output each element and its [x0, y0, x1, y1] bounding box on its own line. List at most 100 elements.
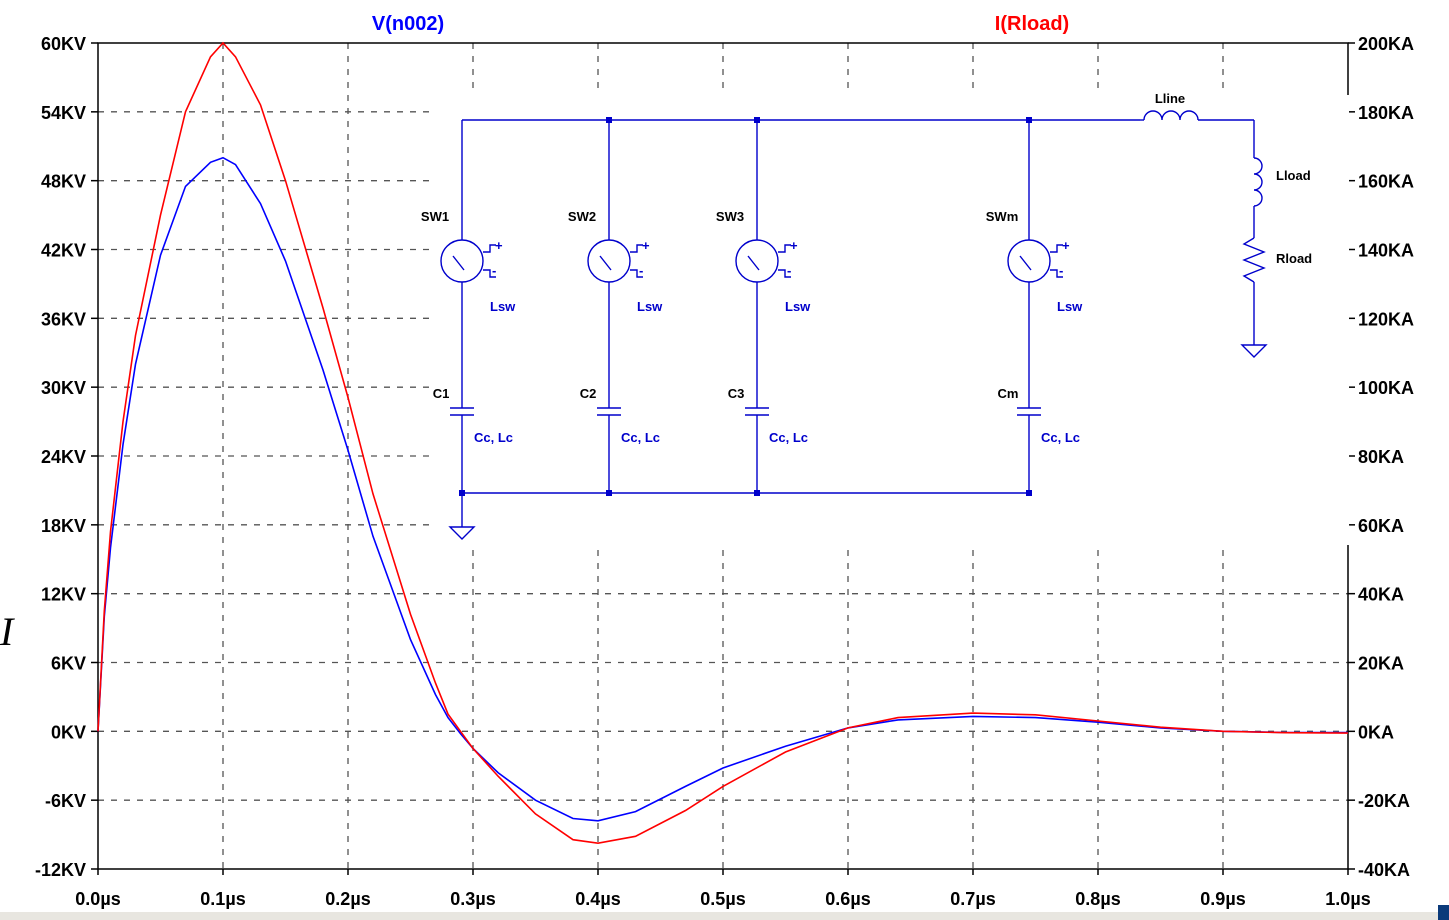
- x-tick-label: 0.6µs: [825, 889, 870, 909]
- switch-control-pins: [778, 244, 791, 278]
- switch-branch: + - SW3 Lsw C3 Cc, Lc: [716, 117, 811, 496]
- voltage-trace-line: [97, 156, 1348, 822]
- capacitor-label: C3: [728, 386, 745, 401]
- switch-inductance-label: Lsw: [637, 299, 663, 314]
- right-axis-labels: 200KA 180KA 160KA 140KA 120KA 100KA 80KA 60KA 40…: [1358, 34, 1414, 880]
- line-inductor-label: Lline: [1155, 91, 1185, 106]
- x-axis-labels: 0.0µs 0.1µs 0.2µs 0.3µs 0.4µs 0.5µs 0.6µs 0.7µs…: [75, 889, 1370, 909]
- capacitor-param-label: Cc, Lc: [1041, 430, 1080, 445]
- left-tick-label: 36KV: [41, 309, 86, 329]
- circuit-schematic: Lline Lload Rload + - SW1 Lsw C1 Cc, Lc + - SW2 L…: [421, 91, 1349, 545]
- x-tick-label: 1.0µs: [1325, 889, 1370, 909]
- right-tick-label: 100KA: [1358, 378, 1414, 398]
- left-tick-label: 54KV: [41, 103, 86, 123]
- x-tick-label: 0.0µs: [75, 889, 120, 909]
- x-tick-label: 0.8µs: [1075, 889, 1120, 909]
- right-tick-label: 180KA: [1358, 103, 1414, 123]
- x-tick-label: 0.7µs: [950, 889, 995, 909]
- x-tick-label: 0.1µs: [200, 889, 245, 909]
- junction-dot: [754, 490, 760, 496]
- switch-branch: + - SW1 Lsw C1 Cc, Lc: [421, 120, 516, 493]
- switch-plus-pin-label: +: [1062, 238, 1070, 253]
- right-tick-label: -20KA: [1358, 791, 1410, 811]
- left-tick-label: 6KV: [51, 654, 86, 674]
- right-tick-label: 140KA: [1358, 241, 1414, 261]
- capacitor-param-label: Cc, Lc: [474, 430, 513, 445]
- left-axis-labels: 60KV 54KV 48KV 42KV 36KV 30KV 24KV 18KV 12KV 6KV 0…: [35, 34, 86, 880]
- junction-dot: [1026, 117, 1032, 123]
- x-tick-label: 0.5µs: [700, 889, 745, 909]
- capacitor-param-label: Cc, Lc: [621, 430, 660, 445]
- current-trace-title[interactable]: I(Rload): [995, 13, 1069, 35]
- left-tick-label: 42KV: [41, 241, 86, 261]
- capacitor-label: C1: [433, 386, 450, 401]
- right-tick-label: 80KA: [1358, 447, 1404, 467]
- stray-glyph: I: [0, 609, 14, 654]
- x-tick-label: 0.4µs: [575, 889, 620, 909]
- tick-marks: [91, 42, 1355, 875]
- switch-minus-pin-label: -: [639, 263, 643, 278]
- x-tick-label: 0.9µs: [1200, 889, 1245, 909]
- switch-label: SW3: [716, 209, 744, 224]
- corner-marker: [1438, 905, 1449, 920]
- switch-contact: [452, 255, 465, 271]
- voltage-trace-title[interactable]: V(n002): [372, 13, 444, 35]
- switch-label: SW1: [421, 209, 449, 224]
- switch-inductance-label: Lsw: [785, 299, 811, 314]
- switch-label: SWm: [986, 209, 1019, 224]
- right-tick-label: 0KA: [1358, 722, 1394, 742]
- junction-dot: [459, 490, 465, 496]
- current-trace-line: [97, 41, 1349, 845]
- switch-plus-pin-label: +: [642, 238, 650, 253]
- junction-dot: [606, 490, 612, 496]
- left-tick-label: 60KV: [41, 34, 86, 54]
- switch-control-pins: [483, 244, 496, 278]
- switch-minus-pin-label: -: [787, 263, 791, 278]
- x-tick-label: 0.3µs: [450, 889, 495, 909]
- switch-minus-pin-label: -: [492, 263, 496, 278]
- switch-inductance-label: Lsw: [1057, 299, 1083, 314]
- right-tick-label: 60KA: [1358, 516, 1404, 536]
- switch-inductance-label: Lsw: [490, 299, 516, 314]
- load-inductor-symbol: [1253, 157, 1263, 207]
- switch-control-pins: [630, 244, 643, 278]
- bottom-status-strip: [0, 912, 1449, 920]
- left-tick-label: 12KV: [41, 585, 86, 605]
- capacitor-label: Cm: [998, 386, 1019, 401]
- left-tick-label: 48KV: [41, 172, 86, 192]
- load-inductor-label: Lload: [1276, 168, 1311, 183]
- switch-contact: [599, 255, 612, 271]
- load-resistor-symbol: [1242, 237, 1266, 283]
- left-tick-label: 18KV: [41, 516, 86, 536]
- right-tick-label: 120KA: [1358, 309, 1414, 329]
- ground-icon: [1240, 344, 1268, 358]
- load-resistor-label: Rload: [1276, 251, 1312, 266]
- switch-minus-pin-label: -: [1059, 263, 1063, 278]
- capacitor-label: C2: [580, 386, 597, 401]
- capacitor-param-label: Cc, Lc: [769, 430, 808, 445]
- ground-icon: [448, 526, 476, 540]
- left-tick-label: 24KV: [41, 447, 86, 467]
- switch-contact: [747, 255, 760, 271]
- right-tick-label: -40KA: [1358, 860, 1410, 880]
- line-inductor-symbol: [1140, 110, 1199, 121]
- switch-label: SW2: [568, 209, 596, 224]
- right-tick-label: 40KA: [1358, 585, 1404, 605]
- switch-branch: + - SW2 Lsw C2 Cc, Lc: [568, 117, 663, 496]
- switch-control-pins: [1050, 244, 1063, 278]
- switch-plus-pin-label: +: [790, 238, 798, 253]
- schematic-background: [436, 95, 1349, 545]
- left-tick-label: 0KV: [51, 722, 86, 742]
- junction-dot: [1026, 490, 1032, 496]
- switch-branch: + - SWm Lsw Cm Cc, Lc: [986, 117, 1083, 496]
- x-tick-label: 0.2µs: [325, 889, 370, 909]
- left-tick-label: -12KV: [35, 860, 86, 880]
- junction-dot: [754, 117, 760, 123]
- left-tick-label: 30KV: [41, 378, 86, 398]
- left-tick-label: -6KV: [45, 791, 86, 811]
- right-tick-label: 160KA: [1358, 172, 1414, 192]
- right-tick-label: 200KA: [1358, 34, 1414, 54]
- switch-plus-pin-label: +: [495, 238, 503, 253]
- junction-dot: [606, 117, 612, 123]
